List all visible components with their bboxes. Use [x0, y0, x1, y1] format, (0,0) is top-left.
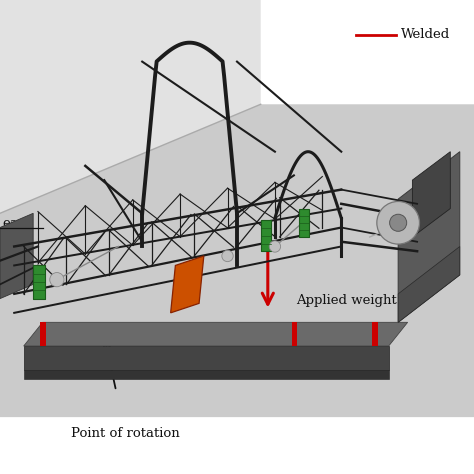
Polygon shape: [24, 370, 389, 379]
Polygon shape: [171, 256, 204, 313]
Bar: [292, 322, 297, 346]
Polygon shape: [412, 152, 450, 237]
Circle shape: [269, 241, 281, 252]
Text: Applied weight: Applied weight: [296, 294, 397, 308]
Polygon shape: [24, 322, 408, 346]
Circle shape: [222, 250, 233, 262]
Text: Welded: Welded: [401, 28, 450, 41]
Polygon shape: [24, 346, 389, 370]
Circle shape: [390, 214, 407, 231]
Polygon shape: [0, 0, 261, 213]
Bar: [261, 220, 271, 251]
Bar: [40, 322, 46, 346]
Text: Point of rotation: Point of rotation: [71, 427, 180, 440]
Polygon shape: [398, 152, 460, 322]
Polygon shape: [261, 0, 474, 104]
Circle shape: [50, 273, 64, 287]
Bar: [299, 209, 309, 237]
Text: eam: eam: [2, 217, 31, 230]
Bar: [372, 322, 378, 346]
Bar: [33, 265, 45, 299]
Circle shape: [377, 201, 419, 244]
Polygon shape: [0, 104, 474, 417]
Polygon shape: [398, 246, 460, 322]
Polygon shape: [0, 213, 33, 299]
